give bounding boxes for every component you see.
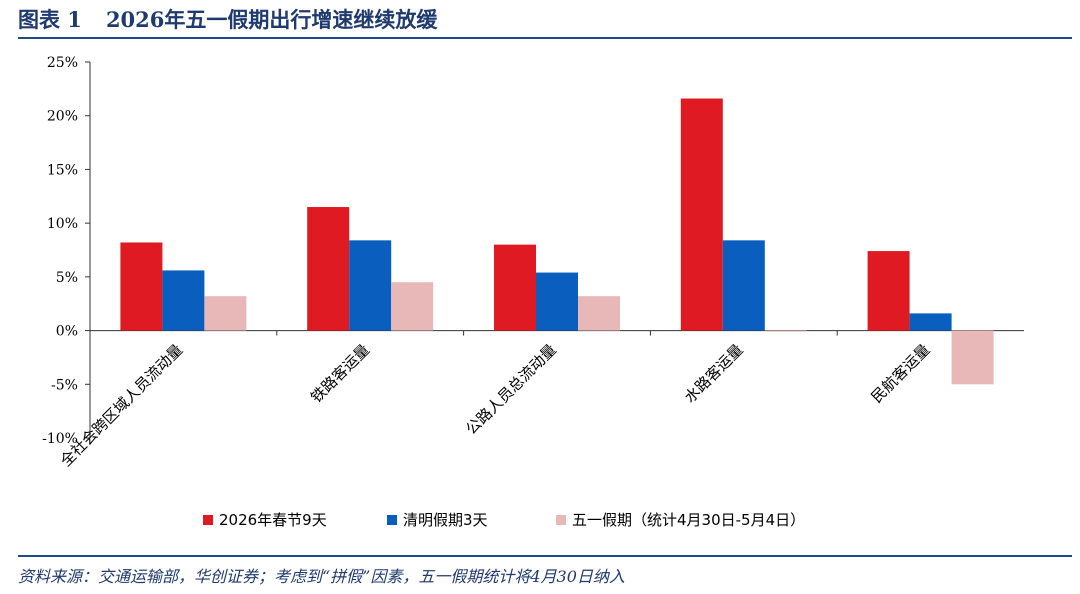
figure-header: 图表 1 2026年五一假期出行增速继续放缓	[18, 0, 1072, 38]
tick-labels: 25% 20% 15% 10% 5% 0% -5% -10%全社会跨区域人员流动量 铁路客运量 公…	[42, 55, 933, 470]
bar	[307, 207, 350, 331]
legend-label: 五一假期（统计4月30日-5月4日）	[572, 511, 805, 529]
legend: 2026年春节9天 清明假期3天 五一假期（统计4月30日-5月4日）	[203, 511, 805, 529]
legend-swatch	[203, 515, 213, 525]
header-rule	[18, 37, 1072, 39]
bar	[536, 272, 578, 331]
legend-label: 2026年春节9天	[219, 511, 327, 529]
bar	[204, 296, 247, 331]
bar	[162, 270, 205, 331]
x-category-label: 水路客运量	[681, 341, 747, 407]
x-category-label: 民航客运量	[868, 341, 934, 407]
y-tick-label: 15%	[47, 162, 78, 178]
bar	[578, 296, 620, 331]
bar	[867, 251, 910, 331]
source-note: 资料来源：交通运输部，华创证券；考虑到“拼假”因素，五一假期统计将4月30日纳入	[18, 567, 625, 586]
bar	[349, 240, 392, 331]
bars	[120, 98, 994, 385]
bar	[951, 330, 994, 385]
bar	[391, 282, 434, 331]
x-category-label: 公路人员总流动量	[462, 341, 560, 439]
y-tick-label: -10%	[42, 431, 78, 447]
x-category-label: 全社会跨区域人员流动量	[57, 341, 186, 470]
y-tick-label: 10%	[47, 216, 78, 232]
y-tick-label: 20%	[47, 109, 78, 125]
bar	[120, 242, 163, 331]
bar	[764, 330, 807, 332]
bar	[909, 313, 952, 331]
legend-swatch	[387, 515, 397, 525]
y-tick-label: 25%	[47, 55, 78, 71]
y-tick-label: 5%	[56, 270, 78, 286]
legend-label: 清明假期3天	[403, 511, 488, 529]
y-tick-label: 0%	[56, 324, 78, 340]
bar	[722, 240, 765, 331]
bar	[494, 244, 536, 331]
x-category-label: 铁路客运量	[307, 341, 373, 407]
footer-rule	[18, 555, 1072, 557]
y-tick-label: -5%	[51, 377, 78, 393]
figure-label: 图表 1	[18, 7, 82, 32]
figure-title: 2026年五一假期出行增速继续放缓	[105, 7, 438, 32]
legend-swatch	[556, 515, 566, 525]
bar	[680, 98, 723, 331]
axes	[85, 61, 1024, 439]
